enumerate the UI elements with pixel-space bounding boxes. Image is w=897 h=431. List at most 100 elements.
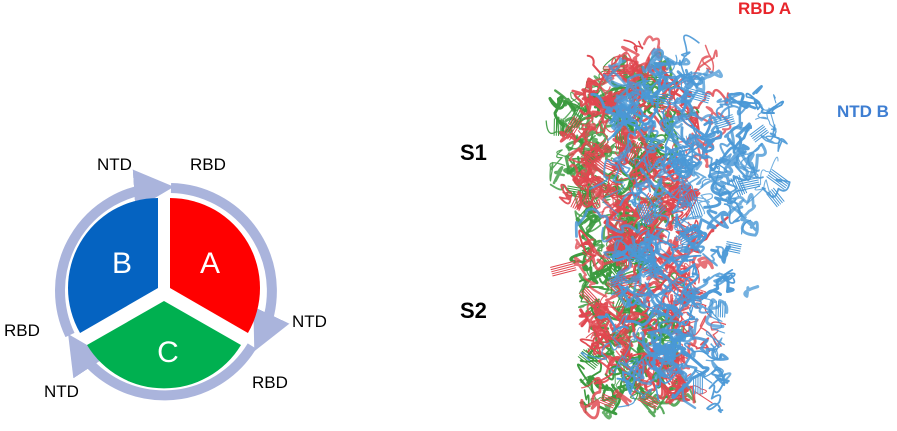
ribbon-sheet-line	[621, 246, 623, 267]
ribbon-sheet-line	[678, 226, 700, 239]
ribbon-sheet-line	[671, 379, 689, 384]
ribbon-strand	[668, 129, 689, 155]
ribbon-strand	[612, 138, 633, 174]
ribbon-strand	[693, 193, 714, 215]
ribbon-strand	[549, 149, 570, 182]
ribbon-strand	[643, 231, 661, 255]
ribbon-sheet-line	[592, 141, 606, 154]
ribbon-sheet-line	[647, 94, 673, 99]
ribbon-sheet-line	[569, 120, 583, 141]
ribbon-sheet-line	[643, 259, 654, 276]
ribbon-sheet-line	[582, 289, 599, 308]
ribbon-sheet-line	[726, 243, 742, 248]
ribbon-sheet-line	[551, 267, 576, 275]
ribbon-strand	[580, 376, 602, 420]
ribbon-strand	[690, 290, 723, 322]
ribbon-sheet-line	[770, 170, 789, 185]
ribbon-strand	[658, 163, 707, 188]
ribbon-strand	[710, 245, 732, 264]
ribbon-sheet-line	[639, 194, 653, 217]
ribbon-sheet-line	[679, 228, 701, 241]
ribbon-strand	[610, 355, 640, 383]
ribbon-sheet-line	[610, 280, 628, 287]
ribbon-sheet-line	[583, 155, 604, 172]
ribbon-strand	[626, 285, 667, 305]
ribbon-sheet-line	[563, 117, 577, 137]
ribbon-sheet-line	[769, 172, 788, 187]
ntd-b-callout: NTD B	[837, 102, 889, 121]
ribbon-sheet-line	[642, 201, 661, 219]
ribbon-sheet-line	[628, 104, 638, 119]
ribbon-sheet-line	[738, 181, 760, 187]
ribbon-strand	[649, 199, 671, 243]
ribbon-sheet-line	[599, 399, 615, 407]
ribbon-strand	[643, 149, 682, 173]
ribbon-strand	[689, 224, 708, 247]
ribbon-sheet-line	[693, 191, 703, 217]
ribbon-strand	[728, 192, 757, 219]
ribbon-strand	[571, 89, 611, 107]
ribbon-strand	[603, 207, 633, 239]
ribbon-strand	[642, 77, 676, 115]
ribbon-sheet-line	[574, 193, 584, 210]
domain-arrows	[55, 169, 290, 401]
ribbon-strand	[723, 268, 736, 284]
ribbon-strand	[632, 332, 664, 370]
ribbon-strand	[653, 273, 680, 305]
ribbon-sheet-line	[571, 104, 584, 126]
ribbon-strand	[611, 268, 630, 298]
chain-blue-ribbon	[574, 34, 791, 414]
ribbon-sheet-line	[685, 194, 695, 220]
ribbon-strand	[578, 229, 597, 257]
ribbon-sheet-line	[626, 103, 637, 118]
ribbon-sheet-line	[646, 206, 665, 224]
ribbon-sheet-line	[726, 241, 742, 246]
ribbon-sheet-line	[630, 253, 654, 260]
ribbon-strand	[574, 210, 613, 233]
ribbon-sheet-line	[637, 205, 647, 227]
ribbon-sheet-line	[766, 193, 778, 208]
ribbon-strand	[663, 262, 705, 302]
ribbon-strand	[589, 159, 624, 190]
ribbon-strand	[670, 235, 705, 254]
ribbon-strand	[710, 343, 719, 359]
ribbon-strand	[662, 317, 699, 350]
ribbon-strand	[623, 39, 644, 53]
ribbon-strand	[691, 255, 714, 270]
ribbon-sheet-line	[687, 193, 697, 219]
ribbon-sheet-line	[575, 106, 588, 128]
ribbon-sheet-line	[724, 249, 741, 254]
ribbon-strand	[600, 226, 628, 259]
ribbon-strand	[692, 121, 723, 154]
ribbon-strand	[631, 107, 658, 132]
ribbon-sheet-line	[570, 191, 580, 208]
ribbon-strand	[612, 113, 642, 138]
ribbon-strand	[627, 127, 686, 153]
ribbon-strand	[652, 183, 692, 207]
ribbon-sheet-line	[584, 153, 605, 171]
ribbon-strand	[665, 143, 703, 180]
ribbon-strand	[654, 362, 684, 401]
ribbon-sheet-line	[691, 192, 701, 217]
ribbon-strand	[684, 278, 709, 308]
ribbon-strand	[581, 232, 600, 285]
ribbon-sheet-line	[646, 96, 673, 101]
ribbon-strand	[628, 243, 649, 262]
ribbon-sheet-line	[722, 301, 724, 318]
ribbon-strand	[703, 272, 731, 287]
ribbon-sheet-line	[608, 257, 621, 272]
ribbon-strand	[760, 128, 781, 145]
ribbon-sheet-line	[739, 185, 761, 191]
ribbon-sheet-line	[637, 399, 657, 410]
ribbon-sheet-line	[641, 391, 661, 402]
ribbon-sheet-line	[618, 130, 622, 151]
ribbon-sheet-line	[715, 300, 717, 318]
ribbon-sheet-line	[767, 174, 786, 189]
ribbon-sheet-line	[685, 89, 711, 97]
ribbon-strand	[700, 176, 726, 192]
ribbon-strand	[586, 268, 612, 291]
ribbon-sheet-line	[640, 204, 649, 226]
ribbon-strand	[680, 75, 706, 117]
ribbon-sheet-line	[725, 247, 741, 252]
